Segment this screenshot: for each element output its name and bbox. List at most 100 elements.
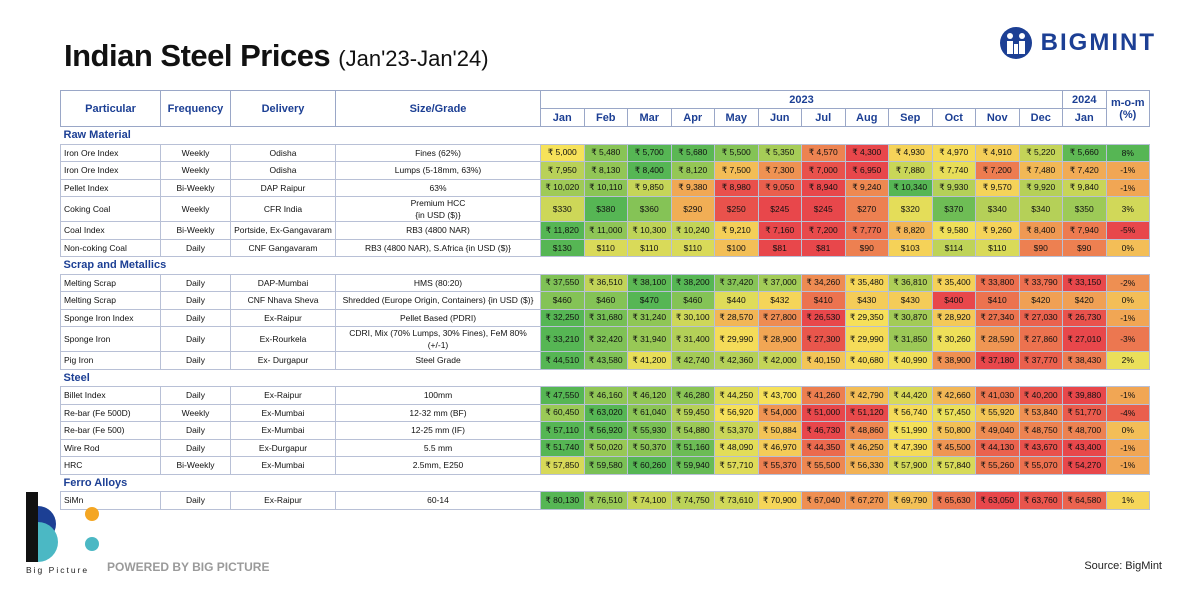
price-cell: ₹ 50,800: [931, 421, 976, 440]
particular: Iron Ore Index: [60, 143, 161, 162]
delivery: Ex-Raipur: [230, 491, 336, 510]
price-cell: ₹ 4,970: [931, 143, 976, 162]
price-cell: ₹ 55,370: [757, 456, 802, 475]
price-cell: ₹ 56,740: [888, 403, 933, 422]
price-cell: ₹ 57,850: [540, 456, 585, 475]
data-row: Sponge Iron Daily Ex-Rourkela CDRI, Mix (70…: [60, 326, 1150, 352]
grade: HMS (80:20): [335, 273, 541, 292]
brand-icon: [999, 27, 1032, 59]
price-cell: ₹ 63,760: [1018, 491, 1063, 510]
grade: Shredded (Europe Origin, Containers) {in…: [335, 291, 541, 310]
price-cell: ₹ 7,740: [931, 161, 976, 180]
price-cell: ₹ 26,730: [1062, 308, 1107, 327]
price-cell: ₹ 31,240: [627, 308, 672, 327]
price-cell: ₹ 7,940: [1062, 221, 1107, 240]
price-cell: ₹ 38,900: [931, 351, 976, 370]
price-cell: $290: [670, 196, 715, 222]
particular: Re-bar (Fe 500): [60, 421, 161, 440]
price-cell: $103: [888, 238, 933, 257]
grade: 12-25 mm (IF): [335, 421, 541, 440]
source: Source: BigMint: [1084, 560, 1162, 572]
price-cell: ₹ 11,820: [540, 221, 585, 240]
price-cell: ₹ 42,360: [714, 351, 759, 370]
particular: Iron Ore Index: [60, 161, 161, 180]
price-cell: ₹ 46,280: [670, 386, 715, 405]
price-cell: ₹ 8,120: [670, 161, 715, 180]
price-cell: ₹ 60,450: [540, 403, 585, 422]
price-cell: ₹ 7,000: [801, 161, 846, 180]
price-cell: ₹ 10,240: [670, 221, 715, 240]
price-cell: ₹ 5,500: [714, 143, 759, 162]
price-cell: ₹ 42,790: [844, 386, 889, 405]
price-cell: ₹ 9,210: [714, 221, 759, 240]
price-cell: ₹ 74,100: [627, 491, 672, 510]
price-cell: ₹ 63,050: [975, 491, 1020, 510]
price-cell: ₹ 33,210: [540, 326, 585, 352]
price-cell: ₹ 57,110: [540, 421, 585, 440]
price-cell: ₹ 38,100: [627, 273, 672, 292]
price-cell: ₹ 30,100: [670, 308, 715, 327]
price-cell: ₹ 50,370: [627, 438, 672, 457]
price-cell: ₹ 56,920: [714, 403, 759, 422]
mom-cell: 2%: [1105, 351, 1150, 370]
price-cell: ₹ 61,040: [627, 403, 672, 422]
price-cell: ₹ 70,900: [757, 491, 802, 510]
delivery: Ex-Mumbai: [230, 421, 336, 440]
price-cell: ₹ 59,940: [670, 456, 715, 475]
price-cell: ₹ 64,580: [1062, 491, 1107, 510]
particular: HRC: [60, 456, 161, 475]
price-cell: ₹ 48,090: [714, 438, 759, 457]
column-header: Particular: [60, 90, 161, 127]
frequency: Daily: [160, 386, 231, 405]
price-cell: $400: [931, 291, 976, 310]
price-cell: ₹ 28,590: [975, 326, 1020, 352]
data-row: Non-coking Coal Daily CNF Gangavaram RB3 (4…: [60, 238, 1150, 257]
price-cell: ₹ 48,700: [1062, 421, 1107, 440]
data-row: Sponge Iron Index Daily Ex-Raipur Pellet Ba…: [60, 308, 1150, 327]
price-cell: ₹ 51,000: [801, 403, 846, 422]
price-cell: ₹ 44,420: [888, 386, 933, 405]
price-cell: $81: [801, 238, 846, 257]
column-header: Frequency: [160, 90, 231, 127]
price-cell: $440: [714, 291, 759, 310]
price-cell: ₹ 28,570: [714, 308, 759, 327]
section-name: Scrap and Metallics: [60, 256, 1150, 275]
delivery: Odisha: [230, 161, 336, 180]
data-row: SiMn Daily Ex-Raipur 60-14 ₹ 80,130 ₹ 76,510 ₹…: [60, 491, 1150, 510]
price-cell: ₹ 41,030: [975, 386, 1020, 405]
price-cell: $110: [583, 238, 628, 257]
month-header: Mar: [627, 108, 672, 127]
price-cell: $430: [888, 291, 933, 310]
particular: Non-coking Coal: [60, 238, 161, 257]
price-cell: ₹ 33,150: [1062, 273, 1107, 292]
data-row: Iron Ore Index Weekly Odisha Fines (62%) ₹ 5…: [60, 143, 1150, 162]
delivery: DAP-Mumbai: [230, 273, 336, 292]
price-cell: $81: [757, 238, 802, 257]
frequency: Daily: [160, 421, 231, 440]
data-row: Pig Iron Daily Ex- Durgapur Steel Grade ₹ 44…: [60, 351, 1150, 370]
price-cell: ₹ 32,420: [583, 326, 628, 352]
price-cell: ₹ 49,040: [975, 421, 1020, 440]
month-header: Aug: [844, 108, 889, 127]
mom-cell: -5%: [1105, 221, 1150, 240]
price-cell: ₹ 4,910: [975, 143, 1020, 162]
price-cell: ₹ 73,610: [714, 491, 759, 510]
month-header: Nov: [975, 108, 1020, 127]
price-cell: ₹ 29,990: [844, 326, 889, 352]
frequency: Daily: [160, 273, 231, 292]
data-row: Coal Index Bi-Weekly Portside, Ex-Gangavar…: [60, 221, 1150, 240]
price-cell: ₹ 28,900: [757, 326, 802, 352]
price-cell: ₹ 48,860: [844, 421, 889, 440]
frequency: Weekly: [160, 143, 231, 162]
mom-cell: -1%: [1105, 438, 1150, 457]
price-cell: ₹ 4,570: [801, 143, 846, 162]
price-cell: ₹ 57,710: [714, 456, 759, 475]
price-cell: ₹ 27,860: [1018, 326, 1063, 352]
price-cell: $110: [670, 238, 715, 257]
price-cell: ₹ 26,530: [801, 308, 846, 327]
price-cell: ₹ 4,300: [844, 143, 889, 162]
price-cell: ₹ 8,400: [1018, 221, 1063, 240]
grade: 2.5mm, E250: [335, 456, 541, 475]
price-cell: ₹ 29,990: [714, 326, 759, 352]
